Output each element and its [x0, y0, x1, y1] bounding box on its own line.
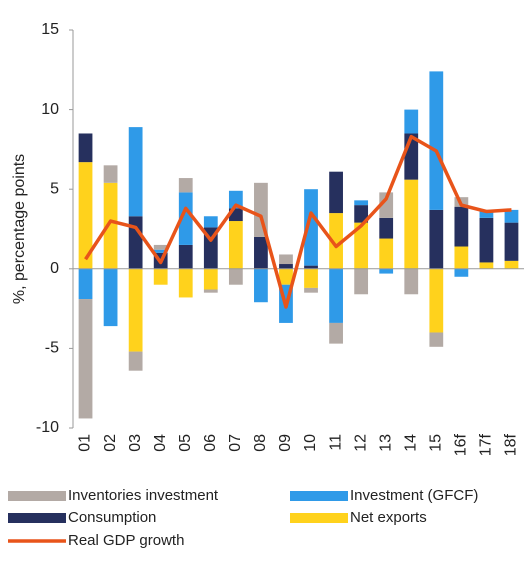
bar-segment: [354, 205, 369, 223]
x-tick-label: 09: [277, 434, 294, 452]
bar-segment: [279, 268, 293, 285]
bar-segment: [379, 268, 394, 274]
bar-segment: [153, 268, 168, 285]
bar-segment: [354, 200, 369, 206]
bar-segment: [78, 133, 93, 163]
y-tick-label: 5: [50, 180, 59, 197]
legend-swatch: [290, 491, 348, 501]
bar-segment: [228, 221, 243, 269]
bar-segment: [479, 209, 494, 218]
x-tick-label: 08: [252, 434, 269, 452]
bar-segment: [103, 182, 118, 269]
y-tick-label: 15: [41, 21, 59, 38]
bar-segment: [429, 71, 444, 210]
bar-segment: [504, 260, 519, 269]
x-tick-label: 13: [377, 434, 394, 452]
gdp-line: [84, 134, 512, 309]
bar-segment: [153, 244, 168, 250]
bar-segment: [228, 268, 243, 285]
bar-segment: [304, 265, 318, 269]
legend-label: Real GDP growth: [68, 532, 184, 549]
bar-segment: [128, 216, 143, 269]
bar-segment: [379, 238, 394, 269]
x-tick-label: 14: [402, 434, 419, 452]
bar-segment: [254, 268, 268, 303]
bar-segment: [103, 165, 118, 183]
bar-segment: [304, 268, 318, 288]
legend-label: Consumption: [68, 509, 156, 526]
x-tick-label: 10: [302, 434, 319, 452]
x-tick-label: 18f: [503, 433, 520, 456]
legend-label: Inventories investment: [68, 487, 219, 504]
bar-segment: [454, 268, 469, 277]
x-tick-label: 11: [327, 434, 344, 451]
bar-segment: [504, 222, 519, 261]
bar-segment: [78, 299, 93, 419]
bar-segment: [153, 249, 168, 253]
bar-segment: [103, 268, 118, 327]
bar-segment: [429, 268, 444, 333]
bar-segment: [404, 109, 419, 134]
bar-segment: [128, 351, 143, 371]
bar-segment: [279, 264, 293, 269]
x-tick-label: 07: [227, 434, 244, 452]
bar-segment: [454, 206, 469, 247]
x-tick-label: 12: [352, 434, 369, 452]
legend-swatch: [8, 513, 66, 523]
bar-segment: [404, 268, 419, 295]
bar-segment: [479, 217, 494, 263]
bar-segment: [379, 192, 394, 218]
x-tick-label: 16f: [453, 433, 470, 456]
x-tick-label: 04: [152, 434, 169, 452]
bar-segment: [329, 322, 343, 344]
bar-segment: [479, 262, 494, 269]
bar-segment: [354, 268, 369, 295]
x-tick-label: 05: [177, 434, 194, 452]
bar-segment: [78, 268, 93, 300]
bar-segment: [128, 268, 143, 352]
bar-segment: [203, 216, 218, 228]
x-tick-label: 17f: [478, 433, 495, 456]
legend-swatch: [8, 491, 66, 501]
x-tick-label: 15: [428, 434, 445, 452]
bar-segment: [379, 217, 394, 239]
bar-segment: [329, 268, 343, 323]
bar-segment: [504, 209, 519, 223]
bar-segment: [454, 246, 469, 269]
bar-segment: [178, 244, 193, 269]
bar-segment: [254, 236, 268, 269]
legend-label: Net exports: [350, 509, 427, 526]
y-tick-label: 0: [50, 260, 59, 277]
bar-segment: [429, 332, 444, 347]
bar-segment: [178, 268, 193, 298]
bar-segment: [329, 213, 343, 269]
bar-segment: [354, 222, 369, 269]
x-tick-label: 06: [202, 434, 219, 452]
bar-segment: [128, 127, 143, 217]
y-tick-label: -5: [45, 340, 59, 357]
y-tick-label: -10: [36, 419, 59, 436]
bar-segment: [178, 178, 193, 193]
bar-segment: [203, 289, 218, 293]
x-tick-label: 02: [102, 434, 119, 452]
x-tick-label: 03: [127, 434, 144, 452]
x-tick-label: 01: [77, 434, 94, 452]
bar-segment: [304, 287, 318, 293]
bar-segment: [329, 171, 343, 214]
bar-segment: [78, 162, 93, 269]
legend-label: Investment (GFCF): [350, 487, 478, 504]
legend-swatch: [290, 513, 348, 523]
bar-segment: [404, 179, 419, 269]
bar-segment: [279, 254, 293, 265]
bar-segment: [203, 268, 218, 290]
bar-segment: [228, 190, 243, 209]
bar-segment: [178, 192, 193, 245]
bar-segment: [429, 209, 444, 269]
y-axis-title: %, percentage points: [11, 154, 28, 304]
bar-segment: [304, 189, 318, 266]
legend: Inventories investment Investment (GFCF) C…: [8, 487, 478, 549]
y-tick-label: 10: [41, 101, 59, 118]
